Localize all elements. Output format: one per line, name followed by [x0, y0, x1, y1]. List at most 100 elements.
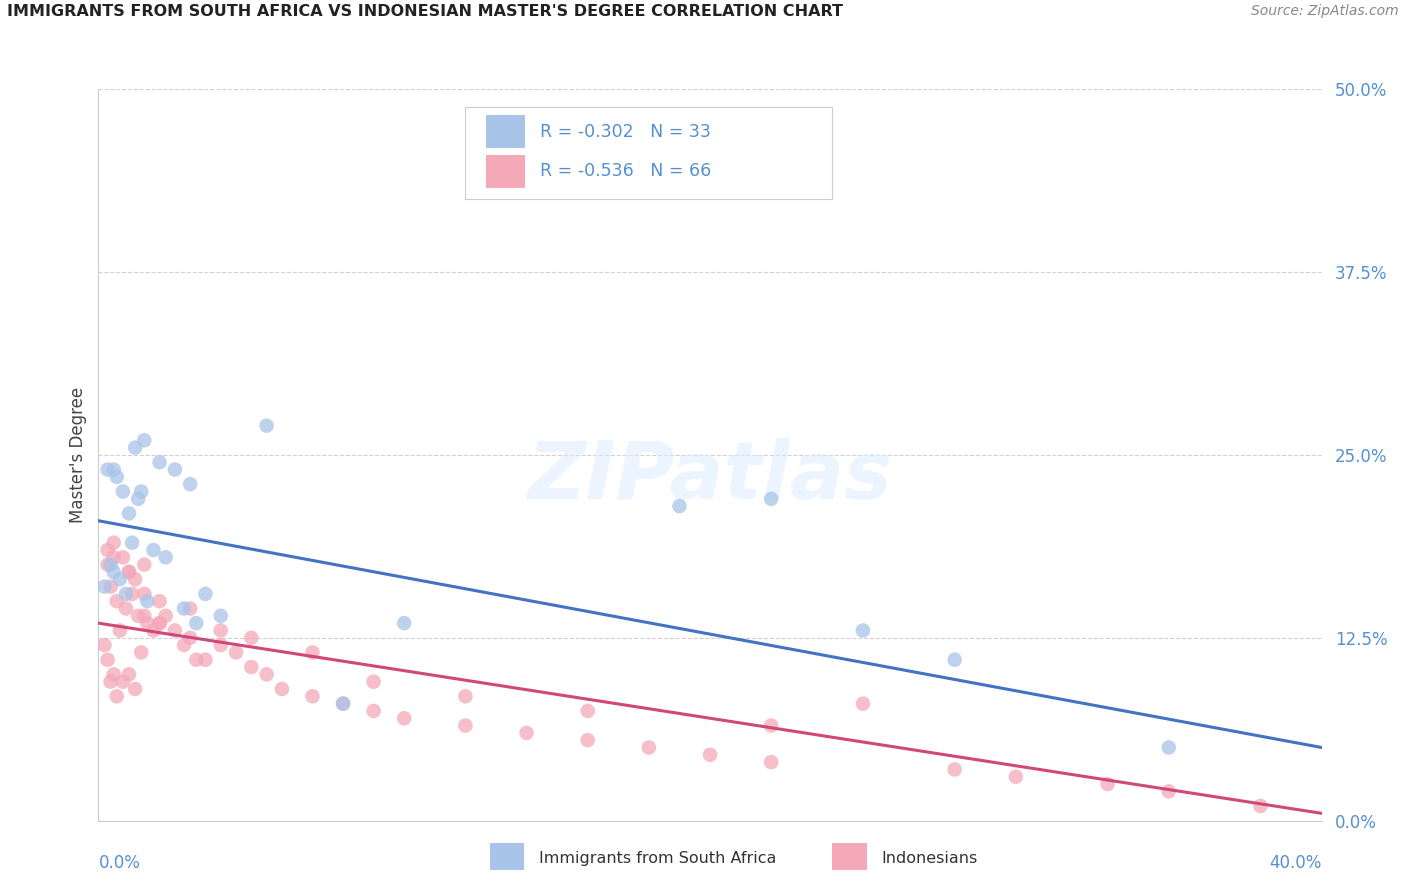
Point	[124, 572, 146, 586]
Point	[118, 667, 141, 681]
Point	[163, 624, 186, 638]
Point	[240, 660, 263, 674]
Bar	[486, 154, 526, 187]
Point	[134, 434, 156, 448]
Point	[105, 594, 128, 608]
Point	[576, 704, 599, 718]
Point	[761, 755, 783, 769]
Point	[103, 550, 125, 565]
Point	[454, 718, 477, 732]
Point	[97, 543, 120, 558]
Point	[637, 740, 661, 755]
Point	[173, 601, 195, 615]
Point	[163, 462, 186, 476]
Point	[115, 601, 138, 615]
Point	[100, 580, 122, 594]
Point	[105, 690, 128, 704]
Point	[134, 587, 156, 601]
Point	[129, 484, 152, 499]
Point	[103, 565, 125, 579]
Point	[103, 462, 125, 476]
Text: R = -0.302   N = 33: R = -0.302 N = 33	[540, 122, 711, 141]
Point	[392, 711, 416, 725]
Point	[103, 535, 125, 549]
Point	[852, 697, 875, 711]
Point	[194, 587, 217, 601]
Point	[129, 645, 152, 659]
Point	[108, 624, 131, 638]
Point	[124, 681, 146, 696]
Point	[454, 690, 477, 704]
Point	[93, 580, 115, 594]
Point	[103, 667, 125, 681]
Point	[943, 653, 966, 667]
Point	[256, 667, 278, 681]
Point	[363, 674, 385, 689]
Bar	[832, 843, 866, 871]
Point	[127, 608, 149, 623]
Point	[301, 645, 323, 659]
Point	[1097, 777, 1119, 791]
Text: ZIPatlas: ZIPatlas	[527, 438, 893, 516]
Point	[179, 477, 201, 491]
Point	[699, 747, 721, 762]
Point	[1250, 799, 1272, 814]
Text: Immigrants from South Africa: Immigrants from South Africa	[538, 851, 776, 866]
Text: Indonesians: Indonesians	[882, 851, 977, 866]
Point	[761, 718, 783, 732]
Point	[97, 558, 120, 572]
Point	[301, 690, 323, 704]
Point	[118, 507, 141, 521]
Point	[332, 697, 354, 711]
Point	[155, 608, 177, 623]
Point	[149, 455, 172, 469]
Text: R = -0.536   N = 66: R = -0.536 N = 66	[540, 162, 711, 180]
Point	[209, 624, 232, 638]
Point	[124, 441, 146, 455]
Point	[134, 558, 156, 572]
Point	[186, 616, 208, 631]
Point	[173, 638, 195, 652]
Point	[668, 499, 690, 513]
Point	[142, 624, 165, 638]
Point	[1157, 784, 1180, 798]
Point	[93, 638, 115, 652]
Point	[136, 594, 159, 608]
Point	[1157, 740, 1180, 755]
Point	[115, 587, 138, 601]
Bar	[486, 115, 526, 148]
Point	[121, 587, 143, 601]
Point	[186, 653, 208, 667]
Point	[105, 470, 128, 484]
Point	[225, 645, 247, 659]
Text: 0.0%: 0.0%	[98, 854, 141, 871]
Y-axis label: Master's Degree: Master's Degree	[69, 387, 87, 523]
Point	[149, 616, 172, 631]
Point	[270, 681, 294, 696]
Point	[363, 704, 385, 718]
Point	[127, 491, 149, 506]
Point	[118, 565, 141, 579]
Point	[100, 674, 122, 689]
Point	[576, 733, 599, 747]
Text: 40.0%: 40.0%	[1270, 854, 1322, 871]
Point	[100, 558, 122, 572]
Point	[118, 565, 141, 579]
Point	[149, 594, 172, 608]
Text: Source: ZipAtlas.com: Source: ZipAtlas.com	[1251, 4, 1399, 19]
Point	[240, 631, 263, 645]
Point	[516, 726, 538, 740]
Point	[852, 624, 875, 638]
Point	[134, 608, 156, 623]
Point	[179, 631, 201, 645]
Point	[1004, 770, 1026, 784]
Point	[179, 601, 201, 615]
FancyBboxPatch shape	[465, 108, 832, 199]
Point	[111, 484, 134, 499]
Bar	[489, 843, 524, 871]
Point	[111, 550, 134, 565]
Point	[121, 535, 143, 549]
Point	[209, 638, 232, 652]
Point	[943, 763, 966, 777]
Text: IMMIGRANTS FROM SOUTH AFRICA VS INDONESIAN MASTER'S DEGREE CORRELATION CHART: IMMIGRANTS FROM SOUTH AFRICA VS INDONESI…	[7, 4, 844, 20]
